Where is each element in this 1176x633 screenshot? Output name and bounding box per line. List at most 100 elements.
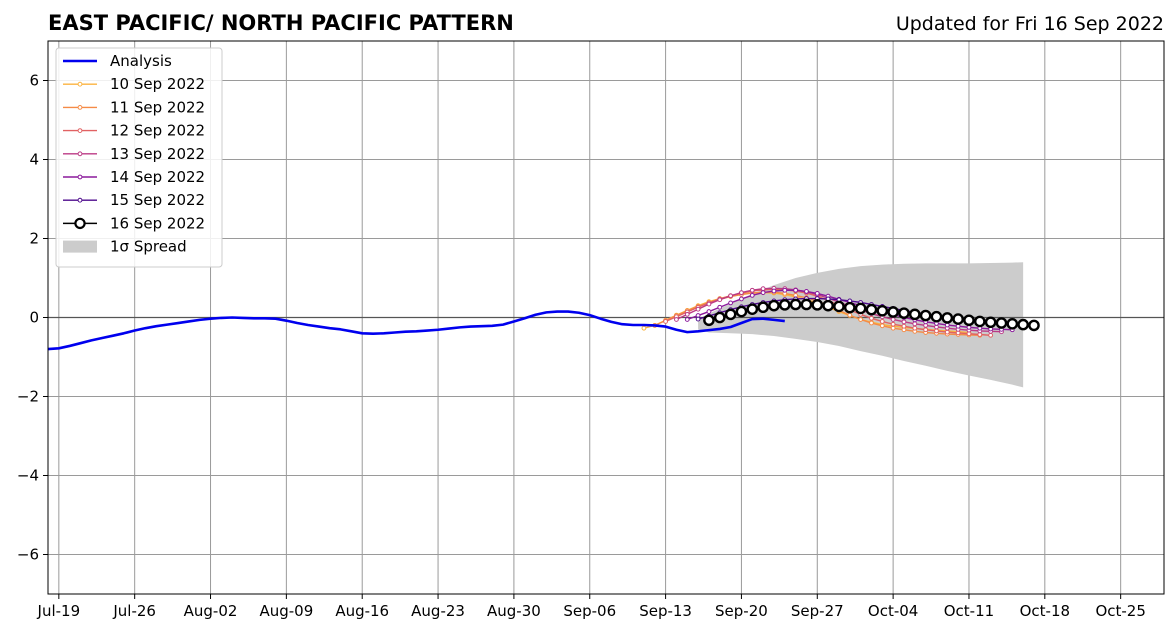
x-tick-label: Oct-25 (1095, 602, 1145, 620)
series-point (724, 308, 737, 321)
series-point (684, 317, 690, 322)
x-tick-label: Aug-23 (411, 602, 465, 620)
series-point (887, 306, 899, 318)
series-point (674, 317, 679, 322)
series-point (804, 289, 809, 294)
series-point (1028, 319, 1040, 332)
series-point (869, 315, 874, 321)
x-tick-label: Sep-27 (791, 602, 844, 620)
series-point (822, 299, 834, 312)
series-point (869, 320, 874, 326)
series-point (876, 304, 889, 317)
series-point (854, 302, 867, 315)
series-point (695, 316, 701, 322)
y-tick-label: −2 (17, 388, 39, 406)
series-point (890, 321, 896, 327)
chart-title: EAST PACIFIC/ NORTH PACIFIC PATTERN (48, 11, 514, 35)
series-point (930, 310, 943, 323)
series-point (728, 300, 734, 306)
series-point (789, 298, 802, 311)
x-tick-label: Oct-18 (1020, 602, 1070, 620)
legend-label: Analysis (110, 52, 172, 70)
series-point (703, 314, 715, 327)
series-point (944, 329, 950, 335)
x-tick-label: Aug-16 (335, 602, 389, 620)
series-point (952, 313, 964, 325)
legend-marker (74, 217, 86, 230)
legend-label: 1σ Spread (110, 238, 187, 256)
series-point (706, 301, 712, 307)
x-tick-label: Aug-02 (184, 602, 238, 620)
series-point (695, 306, 701, 312)
series-point (793, 287, 799, 293)
series-16-sep-2022 (703, 298, 1040, 332)
series-point (814, 291, 820, 296)
series-point (843, 301, 856, 314)
x-tick-label: Sep-20 (715, 602, 768, 620)
series-point (898, 307, 910, 319)
legend-label: 16 Sep 2022 (110, 214, 205, 232)
y-tick-label: −6 (17, 546, 39, 564)
series-point (749, 292, 755, 298)
series-point (728, 293, 734, 299)
series-point (757, 301, 769, 314)
series-point (749, 287, 755, 293)
legend-label: 11 Sep 2022 (110, 98, 205, 116)
x-tick-label: Oct-04 (868, 602, 918, 620)
series-point (706, 309, 712, 314)
series-point (890, 317, 896, 322)
x-tick-label: Aug-30 (487, 602, 541, 620)
series-point (995, 317, 1008, 329)
series-point (934, 328, 939, 334)
series-point (865, 303, 878, 316)
legend-marker (77, 81, 83, 87)
spread-band (698, 262, 1024, 388)
series-point (901, 323, 907, 329)
x-tick-label: Aug-09 (259, 602, 313, 620)
series-point (923, 327, 929, 333)
series-point (811, 299, 824, 311)
series-point (879, 323, 885, 329)
series-point (771, 288, 777, 294)
series-point (641, 325, 647, 331)
series-point (912, 321, 918, 327)
legend-label: 12 Sep 2022 (110, 122, 205, 140)
series-point (1017, 318, 1029, 331)
plot-area: Jul-19 Jul-26 Aug-02 Aug-09 Aug-16 Aug-23 Aug-… (17, 40, 1165, 620)
series-point (760, 286, 766, 292)
y-tick-label: 2 (29, 230, 39, 248)
legend-patch (63, 240, 97, 253)
legend-label: 10 Sep 2022 (110, 75, 205, 93)
y-tick-label: 4 (29, 151, 39, 169)
series-point (717, 304, 723, 310)
legend-box (55, 47, 223, 268)
x-tick-label: Sep-06 (563, 602, 616, 620)
series-point (984, 316, 997, 329)
series-point (713, 311, 726, 324)
x-tick-label: Oct-11 (944, 602, 994, 620)
legend-marker (77, 105, 83, 110)
series-point (717, 297, 723, 303)
series-point (663, 319, 668, 324)
series-point (963, 314, 975, 327)
legend-marker (77, 174, 83, 180)
series-point (974, 315, 986, 328)
series-point (800, 298, 813, 311)
legend: Analysis 10 Sep 2022 11 Sep 2022 12 Sep 202… (55, 47, 223, 268)
series-point (746, 303, 759, 316)
series-point (858, 317, 864, 322)
analysis-line (48, 310, 785, 351)
legend-marker (77, 128, 83, 134)
series-point (1006, 318, 1019, 330)
series-point (735, 305, 748, 318)
series-point (760, 290, 766, 296)
series-point (739, 290, 744, 296)
series-point (941, 312, 954, 324)
series-point (778, 299, 791, 311)
legend-label: 14 Sep 2022 (110, 168, 205, 186)
series-point (782, 287, 788, 293)
series-point (908, 308, 921, 321)
y-tick-label: 6 (29, 72, 39, 90)
series-point (739, 296, 744, 302)
